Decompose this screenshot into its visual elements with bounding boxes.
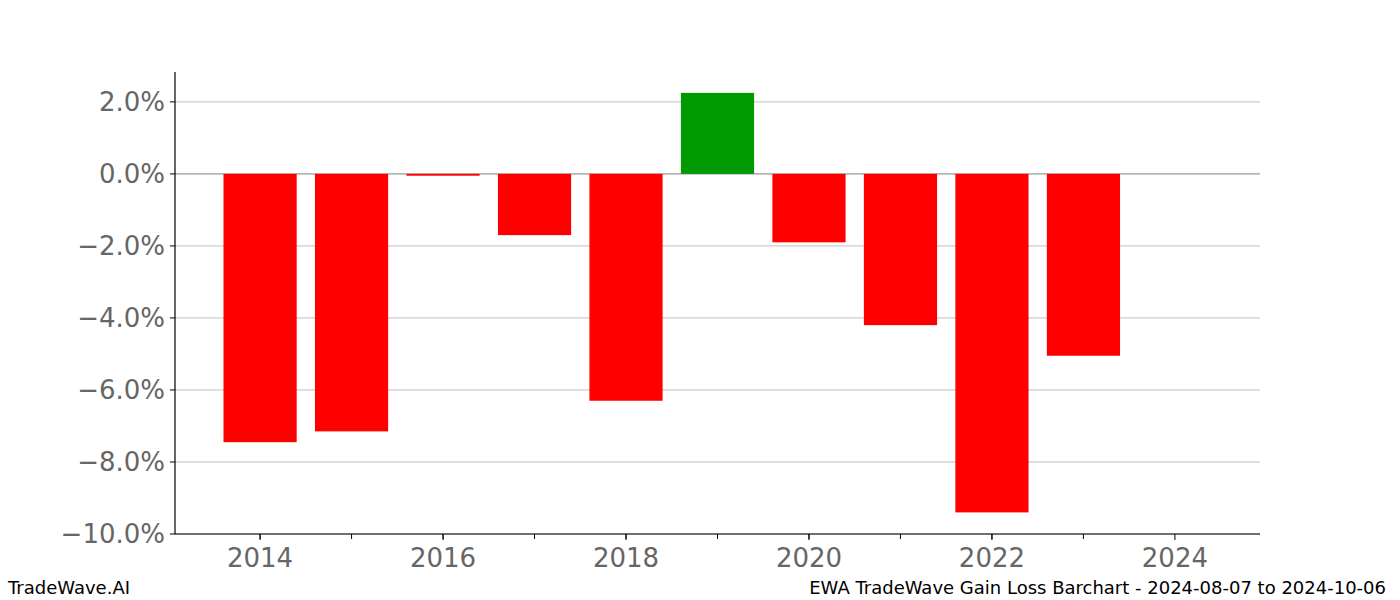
x-tick bbox=[626, 534, 627, 540]
bar bbox=[223, 174, 296, 442]
x-minor-tick bbox=[808, 534, 809, 539]
y-tick-label: −6.0% bbox=[77, 375, 165, 405]
bar bbox=[772, 174, 845, 242]
bar bbox=[498, 174, 571, 235]
bar bbox=[955, 174, 1028, 512]
y-tick bbox=[170, 317, 175, 318]
y-tick-label: −2.0% bbox=[77, 231, 165, 261]
x-tick-label: 2024 bbox=[1142, 543, 1208, 573]
x-minor-tick bbox=[534, 534, 535, 539]
x-minor-tick bbox=[900, 534, 901, 539]
y-tick-label: −8.0% bbox=[77, 447, 165, 477]
y-tick bbox=[170, 101, 175, 102]
x-tick bbox=[260, 534, 261, 540]
x-minor-tick bbox=[1083, 534, 1084, 539]
bar bbox=[681, 93, 754, 174]
bars bbox=[223, 93, 1120, 513]
x-tick bbox=[991, 534, 992, 540]
x-tick-label: 2014 bbox=[227, 543, 293, 573]
x-minor-tick bbox=[991, 534, 992, 539]
y-tick bbox=[170, 245, 175, 246]
bar bbox=[1047, 174, 1120, 356]
y-tick bbox=[170, 461, 175, 462]
y-axis-line bbox=[174, 72, 175, 534]
y-tick bbox=[170, 173, 175, 174]
title: EWA TradeWave Gain Loss Barchart - 2024-… bbox=[809, 577, 1386, 598]
x-minor-tick bbox=[717, 534, 718, 539]
x-tick bbox=[443, 534, 444, 540]
y-tick-label: −10.0% bbox=[61, 519, 165, 549]
x-minor-tick bbox=[351, 534, 352, 539]
x-tick-label: 2020 bbox=[776, 543, 842, 573]
x-minor-tick bbox=[260, 534, 261, 539]
bar bbox=[864, 174, 937, 325]
y-tick-label: 0.0% bbox=[99, 159, 165, 189]
y-tick-label: −4.0% bbox=[77, 303, 165, 333]
y-tick-label: 2.0% bbox=[99, 87, 165, 117]
x-tick bbox=[1174, 534, 1175, 540]
x-tick bbox=[808, 534, 809, 540]
y-tick bbox=[170, 389, 175, 390]
x-tick-label: 2018 bbox=[593, 543, 659, 573]
bar bbox=[589, 174, 662, 401]
x-minor-tick bbox=[443, 534, 444, 539]
annotation: TradeWave.AI bbox=[7, 577, 130, 598]
bar bbox=[315, 174, 388, 431]
y-tick bbox=[170, 534, 175, 535]
bar bbox=[406, 174, 479, 176]
x-tick-label: 2022 bbox=[959, 543, 1025, 573]
grid-line bbox=[175, 461, 1260, 462]
x-tick-label: 2016 bbox=[410, 543, 476, 573]
x-minor-tick bbox=[626, 534, 627, 539]
